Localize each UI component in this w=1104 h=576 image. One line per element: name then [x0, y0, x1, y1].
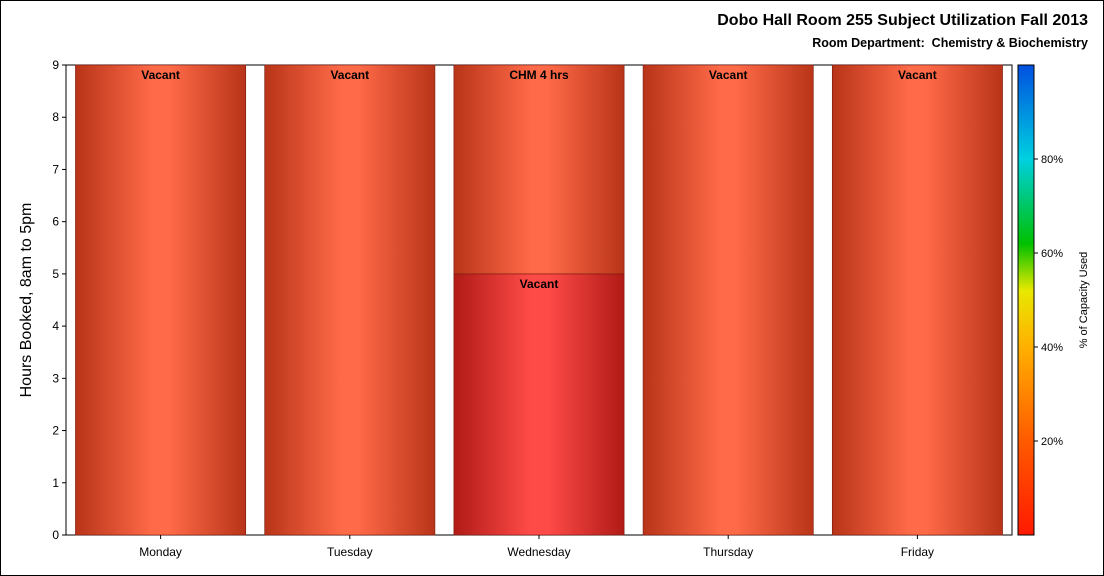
colorbar-label: % of Capacity Used — [1078, 252, 1090, 349]
bar-wednesday-segment-1 — [453, 273, 625, 536]
bar-thursday-segment-2 — [642, 64, 814, 536]
y-tick-label: 5 — [52, 267, 59, 281]
bar-tuesday-segment-2 — [264, 64, 436, 536]
y-tick-label: 8 — [52, 110, 59, 124]
y-tick-label: 7 — [52, 162, 59, 176]
bar-label: Vacant — [520, 277, 559, 291]
colorbar-tick-label: 80% — [1041, 154, 1063, 166]
colorbar-tick-label: 40% — [1041, 342, 1063, 354]
y-tick-label: 2 — [52, 424, 59, 438]
colorbar-tick-label: 20% — [1041, 436, 1063, 448]
bar-label: Vacant — [330, 68, 369, 82]
y-tick-label: 3 — [52, 371, 59, 385]
bar-label: Vacant — [898, 68, 937, 82]
y-axis-label: Hours Booked, 8am to 5pm — [18, 203, 35, 398]
chart-subtitle: Room Department: Chemistry & Biochemistr… — [812, 36, 1088, 50]
x-tick-label: Wednesday — [507, 545, 570, 559]
x-tick-label: Monday — [139, 545, 182, 559]
x-tick-label: Thursday — [703, 545, 753, 559]
bar-label: Vacant — [141, 68, 180, 82]
x-tick-label: Tuesday — [327, 545, 373, 559]
colorbar-tick-label: 60% — [1041, 248, 1063, 260]
bar-monday-segment-2 — [75, 64, 247, 536]
y-tick-label: 1 — [52, 476, 59, 490]
y-tick-label: 4 — [52, 319, 59, 333]
chart-title: Dobo Hall Room 255 Subject Utilization F… — [717, 12, 1088, 29]
bar-label: Vacant — [709, 68, 748, 82]
bar-wednesday-segment-2 — [453, 64, 625, 275]
bar-label: CHM 4 hrs — [509, 68, 569, 82]
colorbar — [1017, 64, 1035, 536]
bar-friday-segment-2 — [831, 64, 1003, 536]
x-tick-label: Friday — [901, 545, 934, 559]
y-tick-label: 6 — [52, 215, 59, 229]
y-tick-label: 0 — [52, 528, 59, 542]
y-tick-label: 9 — [52, 58, 59, 72]
